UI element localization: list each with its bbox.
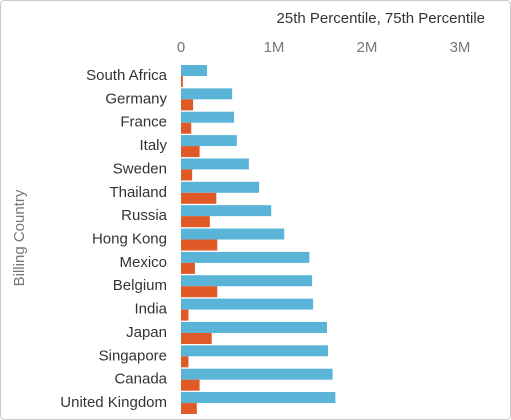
- y-tick-label: Mexico: [119, 254, 167, 271]
- y-tick-label: Belgium: [113, 277, 167, 294]
- bar: [181, 216, 210, 228]
- bar: [181, 286, 218, 298]
- y-tick-label: France: [120, 114, 167, 131]
- bar: [181, 239, 218, 251]
- bar: [181, 65, 208, 76]
- bar: [181, 122, 192, 134]
- x-tick-label: 3M: [450, 39, 471, 56]
- y-tick-label: Sweden: [113, 160, 167, 177]
- y-tick-label: South Africa: [86, 67, 168, 84]
- bar: [181, 99, 194, 111]
- y-tick-label: Germany: [105, 90, 167, 107]
- bar: [181, 251, 310, 263]
- bar: [181, 332, 212, 344]
- y-tick-label: Singapore: [99, 347, 167, 364]
- y-tick-label: United Kingdom: [60, 394, 167, 411]
- bar: [181, 345, 328, 357]
- bar: [181, 392, 336, 404]
- bar: [181, 403, 197, 415]
- bar: [181, 356, 189, 368]
- bar: [181, 321, 328, 333]
- bar: [181, 379, 200, 391]
- y-tick-label: Thailand: [109, 184, 167, 201]
- y-axis-label: Billing Country: [11, 189, 28, 286]
- bar: [181, 205, 272, 217]
- y-tick-label: Hong Kong: [92, 230, 167, 247]
- y-tick-label: India: [134, 301, 167, 318]
- bar: [181, 158, 249, 170]
- bar: [181, 368, 333, 380]
- bar: [181, 146, 200, 158]
- x-tick-label: 1M: [264, 39, 285, 56]
- bar: [181, 88, 233, 100]
- bar: [181, 298, 314, 310]
- bar: [181, 262, 195, 274]
- bar: [181, 169, 193, 181]
- bar: [181, 76, 183, 87]
- y-tick-label: Canada: [114, 371, 167, 388]
- bar: [181, 135, 237, 147]
- y-tick-label: Japan: [126, 324, 167, 341]
- bar: [181, 228, 285, 240]
- y-tick-label: Italy: [139, 137, 167, 154]
- chart-title: 25th Percentile, 75th Percentile: [277, 10, 485, 27]
- x-tick-label: 0: [177, 39, 185, 56]
- bar: [181, 192, 217, 204]
- bar: [181, 111, 235, 123]
- bar: [181, 309, 189, 321]
- bar: [181, 275, 313, 287]
- y-tick-label: Russia: [121, 207, 168, 224]
- bar: [181, 181, 260, 193]
- x-tick-label: 2M: [357, 39, 378, 56]
